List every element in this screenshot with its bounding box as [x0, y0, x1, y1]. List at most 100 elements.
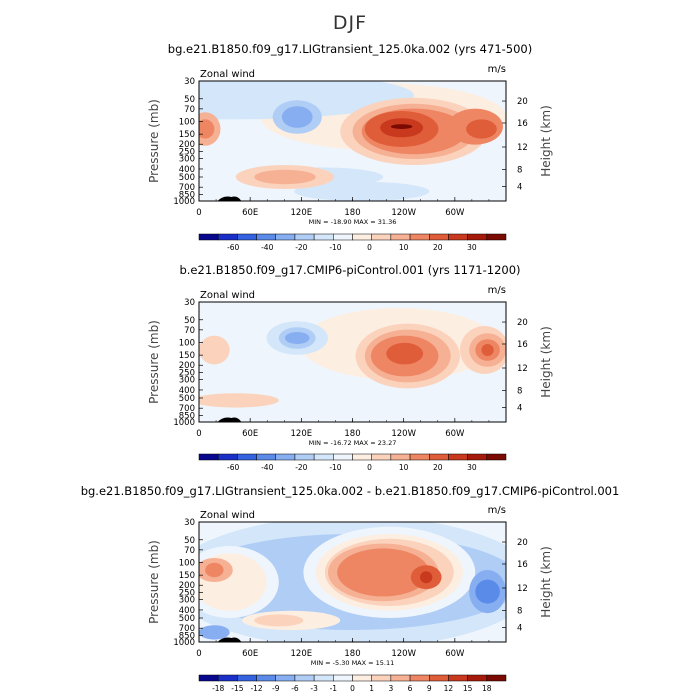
colorbar-label: 10	[399, 243, 409, 252]
colorbar-swatch	[467, 233, 488, 241]
colorbar-label: -15	[231, 684, 243, 693]
field-label: Zonal wind	[200, 510, 255, 521]
colorbar-swatch	[390, 453, 411, 461]
y-tick-label: 70	[184, 105, 195, 115]
contour-level	[475, 579, 500, 604]
x-tick-label: 120E	[291, 649, 313, 659]
colorbar-swatch	[294, 453, 315, 461]
height-tick-label: 8	[517, 166, 522, 176]
colorbar-label: -60	[227, 463, 239, 472]
y-tick-label: 250	[179, 147, 195, 157]
colorbar-swatch	[486, 453, 507, 461]
y-tick-label: 700	[179, 404, 195, 414]
colorbar-swatch	[409, 453, 430, 461]
height-tick-label: 8	[517, 387, 522, 397]
colorbar-label: 3	[388, 684, 393, 693]
colorbar-swatch	[256, 453, 276, 461]
colorbar-swatch	[486, 674, 507, 682]
contour-level	[281, 106, 313, 128]
colorbar-swatch	[313, 453, 334, 461]
y-tick-label: 400	[179, 386, 195, 396]
contour-level	[337, 548, 430, 597]
contour-level	[199, 335, 230, 365]
panel-2-title: b.e21.B1850.f09_g17.CMIP6-piControl.001 …	[179, 263, 521, 277]
y-tick-label: 250	[179, 368, 195, 378]
colorbar-swatch	[429, 233, 449, 241]
colorbar-swatch	[352, 674, 372, 682]
colorbar-swatch	[256, 674, 276, 682]
colorbar-label: 30	[467, 463, 477, 472]
colorbar-label: -10	[329, 463, 341, 472]
colorbar-label: -12	[250, 684, 262, 693]
colorbar-swatch	[256, 233, 276, 241]
contour-field	[199, 81, 506, 201]
x-tick-label: 0	[196, 649, 201, 659]
y-tick-label: 1000	[173, 638, 195, 648]
units-label: m/s	[488, 505, 506, 516]
topography	[217, 637, 242, 642]
y-tick-label: 1000	[173, 197, 195, 207]
contour-level	[199, 625, 230, 640]
y-tick-label: 100	[179, 338, 195, 348]
colorbar-label: 1	[369, 684, 374, 693]
x-tick-label: 60E	[242, 649, 258, 659]
y-tick-label: 850	[179, 631, 195, 641]
min-max-stats: MIN = -16.72 MAX = 23.27	[309, 439, 397, 447]
colorbar-swatch	[486, 233, 507, 241]
colorbar-swatch	[313, 233, 334, 241]
colorbar-swatch	[333, 233, 353, 241]
colorbar-swatch	[294, 233, 315, 241]
contour-level	[481, 344, 494, 356]
colorbar-label: 12	[444, 684, 454, 693]
y-tick-label: 100	[179, 558, 195, 568]
y-tick-label: 700	[179, 183, 195, 193]
colorbar-swatch	[448, 453, 468, 461]
colorbar-swatch	[275, 674, 296, 682]
x-tick-label: 120E	[291, 208, 313, 218]
colorbar-label: 9	[427, 684, 432, 693]
x-tick-label: 120W	[391, 429, 416, 439]
topography	[217, 417, 242, 422]
x-tick-label: 180	[344, 208, 360, 218]
height-tick-label: 16	[517, 560, 528, 570]
page-title: DJF	[332, 12, 368, 34]
y-tick-label: 850	[179, 411, 195, 421]
y-axis-title: Pressure (mb)	[147, 540, 161, 624]
x-tick-label: 180	[344, 429, 360, 439]
colorbar-swatch	[313, 674, 334, 682]
colorbar-swatch	[237, 453, 257, 461]
colorbar-label: 10	[399, 463, 409, 472]
contour-level	[199, 393, 279, 408]
panel-3: 3050701001502002503004005007008501000201…	[147, 505, 553, 693]
y-tick-label: 400	[179, 165, 195, 175]
contour-level	[284, 332, 310, 344]
x-tick-label: 60W	[445, 649, 465, 659]
colorbar-swatch	[294, 674, 315, 682]
colorbar-label: 30	[467, 243, 477, 252]
contour-level	[199, 119, 215, 139]
colorbar-swatch	[198, 674, 219, 682]
colorbar-swatch	[333, 674, 353, 682]
height-axis-title: Height (km)	[539, 546, 553, 617]
colorbar-label: 0	[367, 243, 372, 252]
min-max-stats: MIN = -5.30 MAX = 15.11	[311, 659, 395, 667]
x-tick-label: 120W	[391, 208, 416, 218]
colorbar-swatch	[352, 453, 372, 461]
colorbar-swatch	[409, 674, 430, 682]
x-tick-label: 120E	[291, 429, 313, 439]
colorbar-swatch	[198, 233, 219, 241]
colorbar-label: -3	[310, 684, 318, 693]
y-tick-label: 500	[179, 394, 195, 404]
colorbar-swatch	[429, 674, 449, 682]
y-tick-label: 250	[179, 588, 195, 598]
height-tick-label: 4	[517, 403, 522, 413]
colorbar-swatch	[371, 674, 392, 682]
colorbar-label: -6	[291, 684, 299, 693]
colorbar-swatch	[217, 453, 238, 461]
y-tick-label: 200	[179, 361, 195, 371]
colorbar-swatch	[390, 233, 411, 241]
colorbar-swatch	[275, 233, 296, 241]
x-tick-label: 0	[196, 429, 201, 439]
y-tick-label: 200	[179, 140, 195, 150]
